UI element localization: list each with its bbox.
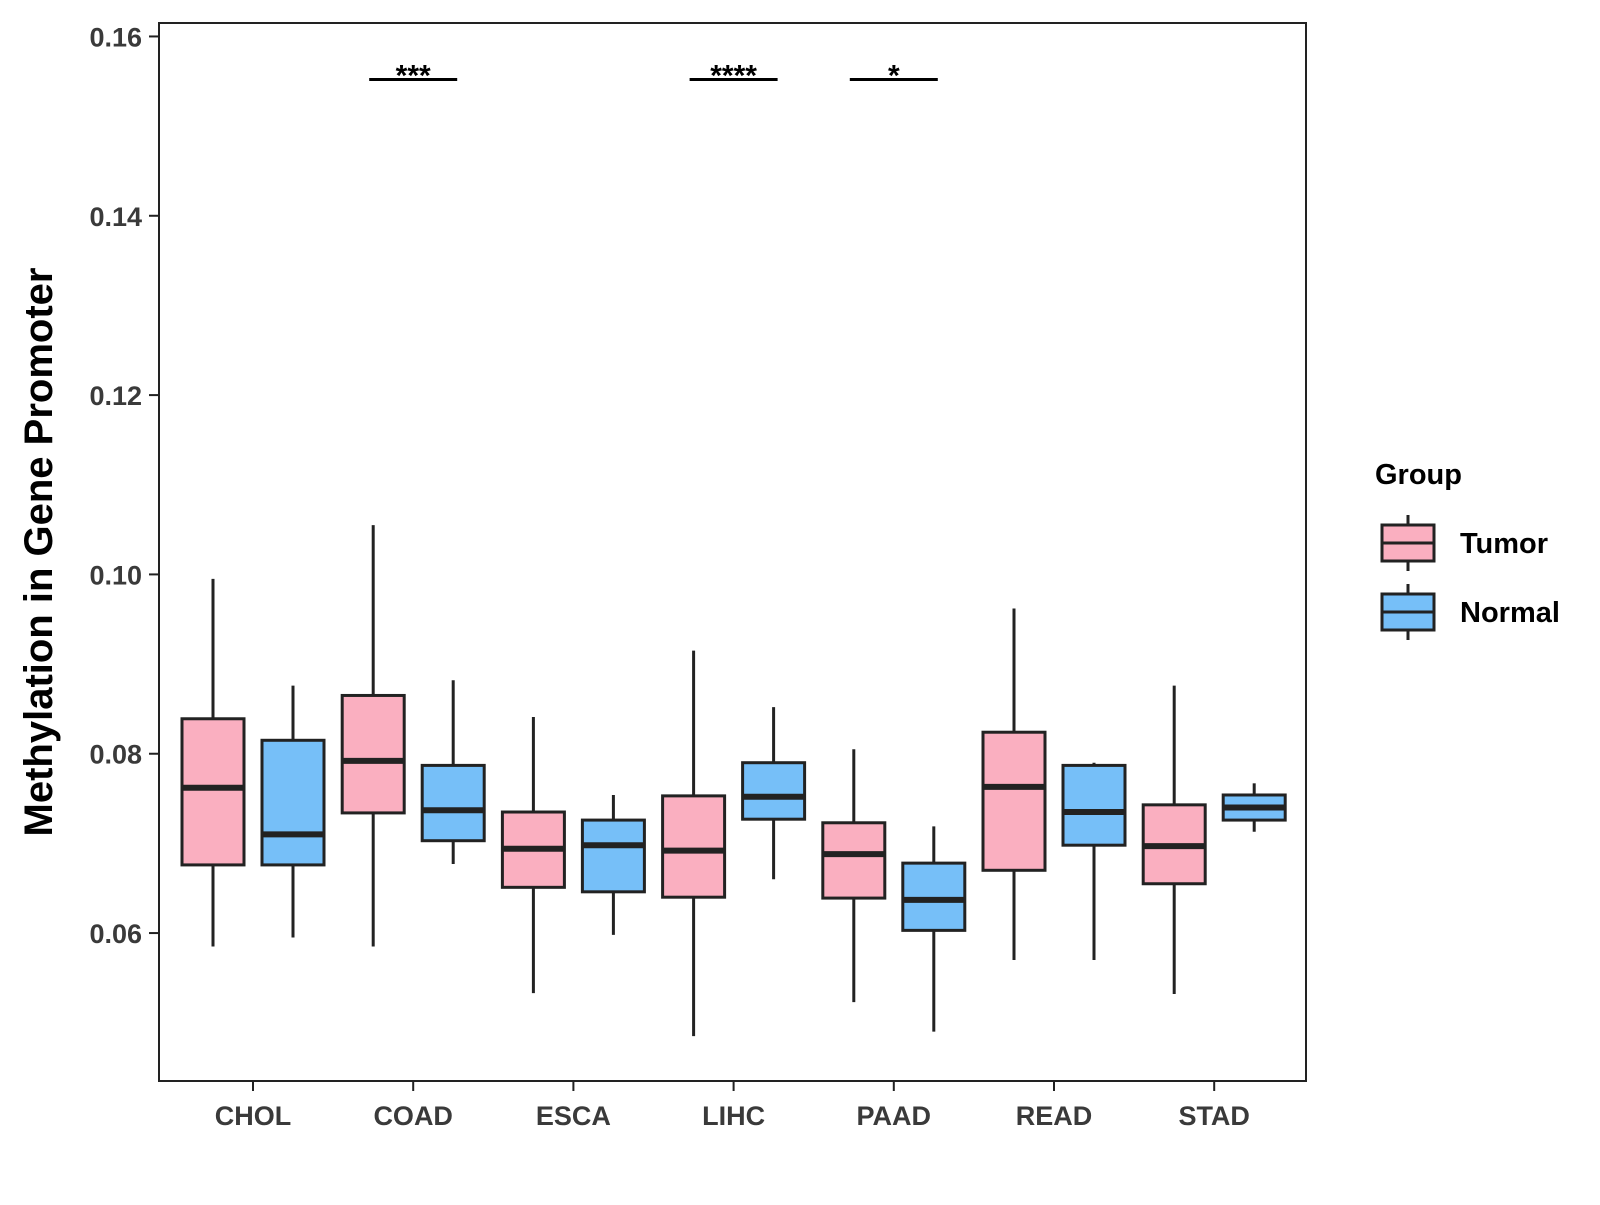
significance-lihc: **** <box>689 59 778 92</box>
box-normal-paad <box>901 826 967 1032</box>
box-normal-stad <box>1221 783 1287 832</box>
significance-coad: *** <box>369 59 458 92</box>
box-normal-lihc <box>741 707 807 880</box>
y-tick-label: 0.16 <box>89 22 142 52</box>
box-tumor-paad <box>821 749 887 1003</box>
box-body <box>260 738 326 867</box>
x-axis: CHOL COAD ESCA LIHC PAAD READ STAD <box>215 1081 1250 1131</box>
significance-label: *** <box>396 59 431 92</box>
box-body <box>580 818 646 894</box>
box-tumor-esca <box>500 716 566 994</box>
box-body <box>180 717 246 867</box>
y-axis-title: Methylation in Gene Promoter <box>17 268 61 837</box>
box-body <box>741 761 807 821</box>
significance-layer: *** **** * <box>369 59 938 92</box>
y-tick-label: 0.08 <box>89 740 142 770</box>
x-tick-label-read: READ <box>1016 1101 1093 1131</box>
y-tick-label: 0.12 <box>89 381 142 411</box>
box-normal-read <box>1061 762 1127 960</box>
box-body <box>340 693 406 815</box>
box-body <box>1061 763 1127 847</box>
legend-title: Group <box>1375 459 1462 491</box>
legend-items: Tumor Normal <box>1380 515 1560 640</box>
box-normal-chol <box>260 685 326 938</box>
y-tick-label: 0.06 <box>89 919 142 949</box>
box-body <box>981 730 1047 872</box>
x-tick-label-lihc: LIHC <box>702 1101 765 1131</box>
y-tick-label: 0.14 <box>89 202 142 232</box>
box-tumor-stad <box>1141 685 1207 995</box>
significance-label: **** <box>710 59 757 92</box>
x-tick-label-paad: PAAD <box>857 1101 932 1131</box>
boxes-layer <box>180 525 1287 1037</box>
box-tumor-read <box>981 608 1047 960</box>
y-axis: 0.06 0.08 0.10 0.12 0.14 0.16 <box>89 22 159 949</box>
box-body <box>420 763 486 843</box>
box-tumor-chol <box>180 578 246 947</box>
plot-panel-border <box>158 22 1307 1082</box>
box-tumor-coad <box>340 525 406 947</box>
box-body <box>821 821 887 900</box>
box-normal-esca <box>580 794 646 935</box>
x-tick-label-stad: STAD <box>1178 1101 1250 1131</box>
legend: Group Tumor Normal <box>1375 459 1560 640</box>
significance-label: * <box>888 59 900 92</box>
x-tick-label-coad: COAD <box>373 1101 453 1131</box>
legend-label: Normal <box>1460 597 1560 629</box>
box-body <box>901 861 967 932</box>
legend-label: Tumor <box>1460 528 1548 560</box>
box-normal-coad <box>420 680 486 865</box>
legend-item-normal: Normal <box>1380 584 1560 640</box>
box-body <box>661 794 727 899</box>
x-tick-label-esca: ESCA <box>536 1101 611 1131</box>
box-tumor-lihc <box>661 650 727 1037</box>
y-tick-label: 0.10 <box>89 560 142 590</box>
significance-paad: * <box>849 59 938 92</box>
legend-item-tumor: Tumor <box>1380 515 1548 571</box>
x-tick-label-chol: CHOL <box>215 1101 292 1131</box>
